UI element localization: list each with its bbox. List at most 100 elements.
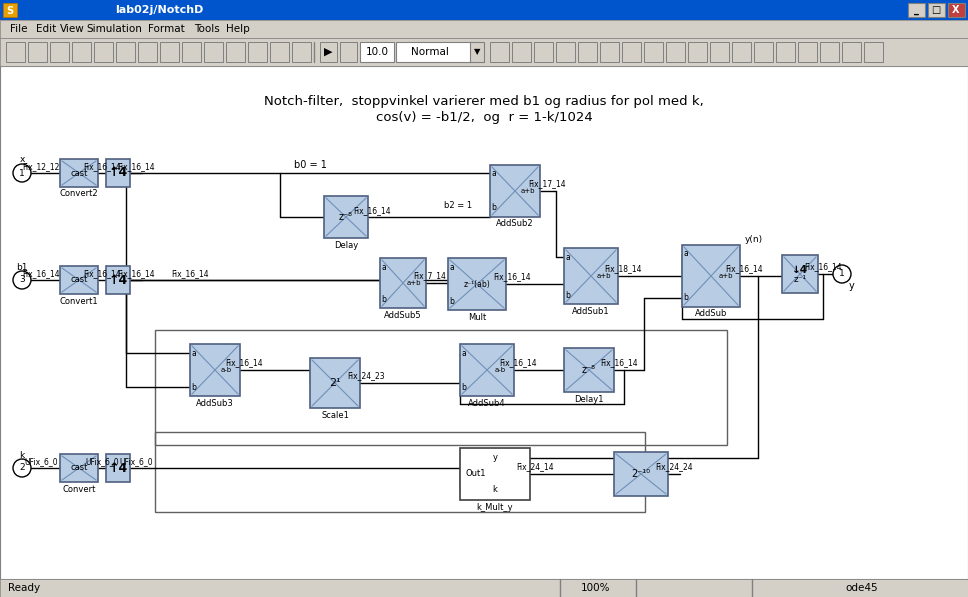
Bar (732, 42, 751, 62)
Bar (28, 42, 47, 62)
Text: File: File (10, 24, 27, 34)
Bar (0, 0, 968, 20)
Text: 1: 1 (839, 269, 845, 278)
Text: b: b (683, 294, 688, 303)
Text: a: a (381, 263, 386, 272)
Text: b: b (449, 297, 454, 306)
Bar (204, 42, 223, 62)
Text: Out1: Out1 (466, 469, 487, 479)
Bar (50, 42, 69, 62)
Text: ode45: ode45 (846, 583, 878, 593)
Bar (448, 258, 506, 310)
Text: Simulation: Simulation (86, 24, 142, 34)
Text: Normal: Normal (411, 47, 449, 57)
Text: z⁻¹: z⁻¹ (794, 275, 806, 285)
Text: b: b (565, 291, 570, 300)
Text: Fix_24_24: Fix_24_24 (655, 463, 693, 472)
Text: cos(v) = -b1/2,  og  r = 1-k/1024: cos(v) = -b1/2, og r = 1-k/1024 (376, 112, 592, 125)
Text: k: k (493, 485, 498, 494)
Text: z⁻⁸: z⁻⁸ (582, 365, 596, 375)
Bar (138, 42, 157, 62)
Text: S: S (7, 6, 14, 16)
Bar (460, 344, 514, 396)
Text: k: k (19, 451, 24, 460)
Bar (782, 255, 818, 293)
Bar (60, 159, 98, 187)
Circle shape (13, 271, 31, 289)
Bar (578, 42, 597, 62)
Text: Ready: Ready (8, 583, 40, 593)
Bar (190, 344, 240, 396)
Circle shape (13, 164, 31, 182)
Bar (534, 42, 553, 62)
Bar (94, 42, 113, 62)
Text: x: x (19, 155, 25, 165)
Bar (182, 42, 201, 62)
Text: Delay1: Delay1 (574, 395, 604, 404)
Bar (460, 448, 530, 500)
Text: y: y (849, 281, 855, 291)
Bar (0, 20, 968, 38)
Bar (360, 42, 394, 62)
Text: Fix_16_14: Fix_16_14 (725, 264, 763, 273)
Text: _: _ (914, 5, 919, 15)
Text: Notch-filter,  stoppvinkel varierer med b1 og radius for pol med k,: Notch-filter, stoppvinkel varierer med b… (264, 96, 704, 109)
Text: b: b (462, 383, 467, 392)
Text: Fix_16_14: Fix_16_14 (83, 269, 121, 278)
Text: Tools: Tools (194, 24, 220, 34)
Bar (310, 358, 360, 408)
Bar (380, 258, 426, 308)
Text: Scale1: Scale1 (321, 411, 348, 420)
Text: Mult: Mult (468, 312, 486, 322)
Bar (490, 165, 540, 217)
Text: 10.0: 10.0 (366, 47, 388, 57)
Text: Fix_16_14: Fix_16_14 (171, 269, 209, 278)
Bar (292, 42, 311, 62)
Text: 1: 1 (19, 168, 25, 177)
Bar (512, 42, 531, 62)
Text: AddSub3: AddSub3 (197, 399, 234, 408)
Text: Fix_17_14: Fix_17_14 (529, 180, 566, 189)
Text: Fix_18_14: Fix_18_14 (604, 264, 642, 273)
Text: b1: b1 (16, 263, 28, 272)
Bar (320, 42, 337, 62)
Text: Fix_16_14: Fix_16_14 (600, 359, 638, 368)
Text: ↑4: ↑4 (108, 167, 128, 180)
Bar (396, 42, 472, 62)
Bar (842, 42, 861, 62)
Text: UFix_6_0: UFix_6_0 (119, 457, 153, 466)
Text: ▼: ▼ (473, 48, 480, 57)
Text: b: b (492, 204, 497, 213)
Text: 2⁻¹⁰: 2⁻¹⁰ (631, 469, 650, 479)
Bar (820, 42, 839, 62)
Text: 100%: 100% (581, 583, 611, 593)
Text: Fix_16_14: Fix_16_14 (117, 162, 155, 171)
Text: cast: cast (71, 275, 88, 285)
Bar (908, 3, 925, 17)
Bar (155, 432, 645, 512)
Text: Fix_7_14: Fix_7_14 (413, 272, 446, 281)
Text: 3: 3 (19, 275, 25, 285)
Text: AddSub: AddSub (695, 309, 727, 319)
Bar (710, 42, 729, 62)
Bar (864, 42, 883, 62)
Circle shape (13, 459, 31, 477)
Bar (6, 42, 25, 62)
Text: b: b (381, 294, 386, 303)
Bar (116, 42, 135, 62)
Bar (948, 3, 965, 17)
Text: b: b (192, 383, 197, 392)
Text: UFix_6_0: UFix_6_0 (85, 457, 119, 466)
Text: Convert2: Convert2 (60, 189, 99, 198)
Bar (688, 42, 707, 62)
Text: Fix_16_14: Fix_16_14 (83, 162, 121, 171)
Bar (490, 42, 509, 62)
Text: a: a (492, 170, 497, 179)
Text: a-b: a-b (495, 367, 505, 373)
Text: y(n): y(n) (745, 235, 763, 244)
Bar (248, 42, 267, 62)
Text: ↑4: ↑4 (108, 461, 128, 475)
Text: y: y (493, 454, 498, 463)
Text: ↑4: ↑4 (108, 273, 128, 287)
Text: X: X (953, 5, 959, 15)
